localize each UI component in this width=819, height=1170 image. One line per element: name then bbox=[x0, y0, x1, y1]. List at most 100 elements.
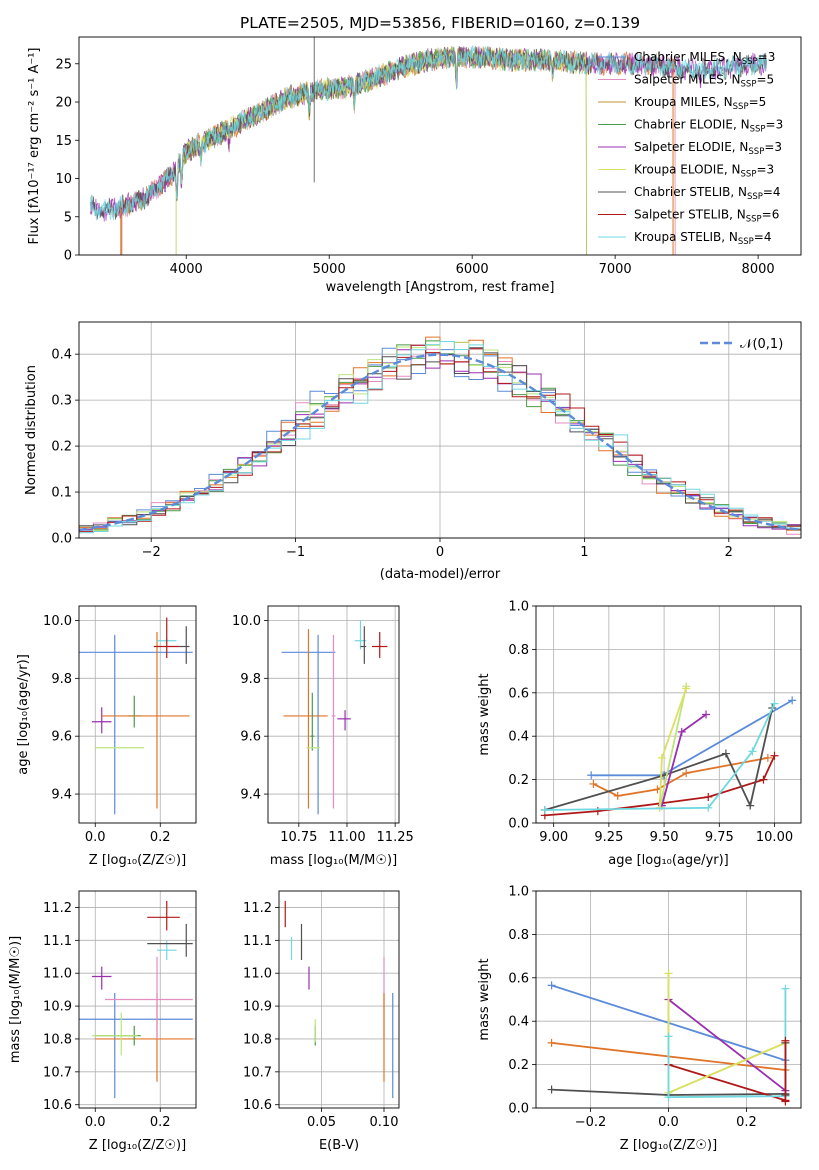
y-tick-label: 10 bbox=[55, 172, 72, 187]
y-tick-label: 10.8 bbox=[43, 1032, 72, 1047]
legend-entry: Chabrier MILES, NSSP=3 bbox=[634, 50, 775, 67]
y-tick-label: 10.9 bbox=[43, 1000, 72, 1015]
y-tick-label: 11.2 bbox=[243, 901, 272, 916]
y-tick-label: 9.4 bbox=[51, 788, 72, 803]
y-tick-label: 0.0 bbox=[51, 532, 72, 547]
x-tick-label: 0.2 bbox=[150, 1115, 171, 1130]
y-axis-label: mass weight bbox=[477, 673, 492, 755]
x-tick-label: 0.0 bbox=[658, 1115, 679, 1130]
legend-entry: Salpeter STELIB, NSSP=6 bbox=[634, 208, 779, 225]
legend-entry: Salpeter ELODIE, NSSP=3 bbox=[634, 140, 782, 157]
weight-marker bbox=[759, 775, 768, 784]
weight-marker bbox=[721, 749, 730, 758]
y-tick-label: 9.6 bbox=[240, 730, 261, 745]
x-tick-label: 6000 bbox=[456, 262, 489, 277]
errorbars bbox=[79, 900, 193, 1099]
weight-series bbox=[668, 1063, 786, 1102]
y-tick-label: 1.0 bbox=[508, 885, 529, 900]
weight-marker bbox=[770, 751, 779, 760]
y-axis-label: mass weight bbox=[477, 958, 492, 1040]
x-tick-label: 0.05 bbox=[307, 1115, 336, 1130]
histograms bbox=[79, 336, 801, 537]
weight-marker bbox=[763, 753, 772, 762]
axes-frame bbox=[78, 36, 802, 256]
axes-frame bbox=[267, 605, 400, 824]
x-tick-label: 0.2 bbox=[736, 1115, 757, 1130]
y-tick-label: 11.1 bbox=[243, 934, 272, 949]
y-axis-label: Normed distribution bbox=[24, 365, 39, 495]
y-tick-label: 10.6 bbox=[43, 1098, 72, 1113]
y-axis-label: mass [log₁₀(M/M☉)] bbox=[8, 936, 23, 1063]
weight-marker bbox=[664, 969, 673, 978]
figure-title: PLATE=2505, MJD=53856, FIBERID=0160, z=0… bbox=[240, 14, 640, 32]
weight-series bbox=[667, 988, 787, 1099]
x-tick-label: −2 bbox=[142, 545, 161, 560]
weight-marker bbox=[547, 981, 556, 990]
weight-marker bbox=[677, 727, 686, 736]
y-tick-label: 10.8 bbox=[243, 1032, 272, 1047]
x-axis-label: (data-model)/error bbox=[380, 567, 501, 582]
weight-lines bbox=[547, 969, 790, 1106]
x-tick-label: 10.00 bbox=[756, 830, 793, 845]
legend-entry: Salpeter MILES, NSSP=5 bbox=[634, 73, 774, 90]
legend-entry: 𝒩(0,1) bbox=[740, 337, 783, 352]
y-tick-label: 10.7 bbox=[243, 1065, 272, 1080]
x-axis-label: Z [log₁₀(Z/Z☉)] bbox=[89, 1138, 186, 1153]
x-tick-label: 0.0 bbox=[85, 1115, 106, 1130]
weight-marker bbox=[781, 1036, 790, 1045]
y-tick-label: 0.8 bbox=[508, 928, 529, 943]
weight-marker bbox=[589, 779, 598, 788]
weight-marker bbox=[770, 699, 779, 708]
y-tick-label: 20 bbox=[55, 96, 72, 111]
x-tick-label: 0 bbox=[436, 545, 444, 560]
x-tick-label: 9.00 bbox=[539, 830, 568, 845]
y-tick-label: 0.2 bbox=[51, 440, 72, 455]
x-axis-label: age [log₁₀(age/yr)] bbox=[608, 853, 729, 868]
legend-entry: Kroupa ELODIE, NSSP=3 bbox=[634, 163, 774, 180]
legend-entry: Kroupa STELIB, NSSP=4 bbox=[634, 230, 772, 247]
weight-marker bbox=[593, 807, 602, 816]
y-tick-label: 10.7 bbox=[43, 1065, 72, 1080]
y-tick-label: 11.1 bbox=[43, 934, 72, 949]
x-tick-label: −0.2 bbox=[575, 1115, 607, 1130]
weight-series bbox=[544, 755, 776, 817]
y-tick-label: 10.9 bbox=[243, 1000, 272, 1015]
axes-frame bbox=[78, 890, 197, 1109]
legend-entry: Chabrier ELODIE, NSSP=3 bbox=[634, 118, 783, 135]
x-tick-label: 11.00 bbox=[328, 830, 365, 845]
axes-frame bbox=[78, 321, 802, 539]
weight-marker bbox=[587, 771, 596, 780]
y-tick-label: 0.3 bbox=[51, 394, 72, 409]
legend-entry: Kroupa MILES, NSSP=5 bbox=[634, 95, 766, 112]
x-tick-label: 7000 bbox=[599, 262, 632, 277]
weight-marker bbox=[682, 769, 691, 778]
y-tick-label: 0.2 bbox=[508, 773, 529, 788]
spectrum-lines bbox=[90, 37, 767, 255]
x-tick-label: 9.25 bbox=[594, 830, 623, 845]
y-tick-label: 0.0 bbox=[508, 817, 529, 832]
x-tick-label: 8000 bbox=[742, 262, 775, 277]
x-axis-label: E(B-V) bbox=[319, 1138, 359, 1153]
weight-series bbox=[544, 707, 774, 811]
y-tick-label: 9.8 bbox=[51, 672, 72, 687]
weight-marker bbox=[704, 792, 713, 801]
errorbars bbox=[284, 900, 394, 1099]
weight-marker bbox=[781, 984, 790, 993]
weight-marker bbox=[704, 803, 713, 812]
histogram-series bbox=[79, 341, 801, 534]
x-tick-label: 2 bbox=[725, 545, 733, 560]
x-tick-label: 4000 bbox=[170, 262, 203, 277]
weight-marker bbox=[540, 805, 549, 814]
y-tick-label: 10.0 bbox=[43, 614, 72, 629]
y-tick-label: 11.0 bbox=[43, 967, 72, 982]
y-tick-label: 1.0 bbox=[508, 600, 529, 615]
y-tick-label: 25 bbox=[55, 57, 72, 72]
x-tick-label: −1 bbox=[286, 545, 305, 560]
x-tick-label: 11.25 bbox=[377, 830, 414, 845]
y-tick-label: 0.6 bbox=[508, 686, 529, 701]
weight-marker bbox=[657, 753, 666, 762]
x-tick-label: 9.75 bbox=[705, 830, 734, 845]
y-tick-label: 10.6 bbox=[243, 1098, 272, 1113]
x-tick-label: 5000 bbox=[313, 262, 346, 277]
